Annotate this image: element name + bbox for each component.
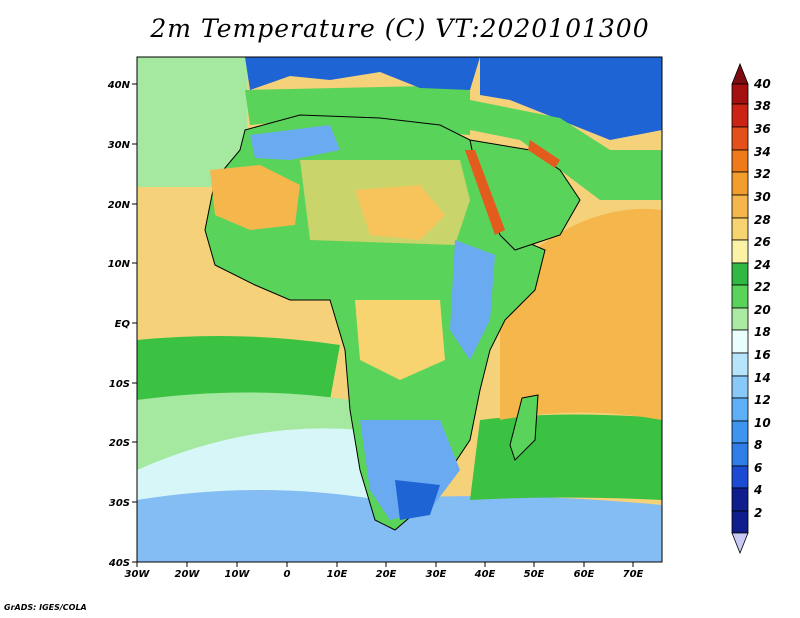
lon-tick-label: 30E [426,569,447,580]
lon-tick-label: 20W [175,569,201,580]
lon-tick-labels: 30W 20W 10W 0 10E 20E 30E 40E 50E 60E 70… [125,569,644,580]
colorbar-box [731,487,749,512]
colorbar-box [731,171,749,196]
lon-tick-label: 30W [125,569,151,580]
colorbar-label: 16 [754,348,771,362]
colorbar-box [731,126,749,151]
lat-tick-label: 30N [108,140,131,151]
colorbar-box [731,375,749,399]
lon-tick-label: 20E [376,569,397,580]
colorbar-label: 30 [754,190,771,204]
colorbar-label: 18 [754,325,771,339]
colorbar-box [731,262,749,286]
colorbar-box [731,103,749,128]
colorbar-bottom-arrow [731,532,749,555]
middle-east-cold [480,57,662,140]
lon-tick-label: 10E [327,569,348,580]
lat-tick-label: 30S [109,498,130,509]
lat-tick-label: 20N [108,200,131,211]
east-africa-highlands [450,240,495,360]
persian-gulf-hot [528,140,560,168]
lon-tick-label: 50E [524,569,545,580]
lat-tick-labels: 40S 30S 20S 10S EQ 10N 20N 30N 40N [107,80,131,569]
colorbar-box [731,465,749,489]
south-indian-mild [470,414,662,500]
colorbar-box [731,194,749,219]
colorbar-label: 20 [754,303,771,317]
colorbar-label: 24 [754,258,771,272]
colorbar-label: 28 [754,213,771,227]
lat-tick-label: EQ [115,319,131,330]
europe-land-cold [245,57,480,90]
colorbar-label: 14 [754,371,771,385]
colorbar-labels: 40 38 36 34 32 30 28 26 24 22 20 18 16 1… [753,77,771,520]
red-sea-hot [465,150,505,235]
lat-tick-label: 10S [109,379,130,390]
colorbar-top-arrow [731,62,749,85]
colorbar-label: 38 [754,99,771,113]
atlas-cool [250,125,340,160]
lat-tick-label: 10N [108,259,131,270]
colorbar-box [731,510,749,534]
colorbar-label: 34 [754,145,771,159]
colorbar-label: 40 [753,77,771,91]
lon-tick-label: 70E [623,569,644,580]
colorbar-box [731,239,749,264]
lon-tick-label: 40E [474,569,496,580]
colorbar-box [731,284,749,309]
drakensberg-cold [395,480,440,520]
colorbar-box [731,307,749,331]
plot-frame [136,56,663,563]
colorbar-label: 36 [754,122,771,136]
sahel-warm [300,160,470,245]
lat-tick-label: 40N [107,80,131,91]
colorbar-box [731,149,749,173]
colorbar-box [731,329,749,354]
madagascar [509,394,539,461]
tropical-atlantic-cool [137,336,340,400]
map-plot-area [137,57,662,562]
colorbar-label: 32 [754,167,771,181]
colorbar-label: 8 [754,438,762,452]
colorbar-label: 22 [754,280,771,294]
lat-tick-marks [132,83,137,563]
colorbar-label: 26 [754,235,771,249]
colorbar-box [731,397,749,422]
lon-tick-label: 10W [225,569,251,580]
colorbar-label: 4 [753,483,762,497]
middle-east-green [470,100,662,200]
credit-text: GrADS: IGES/COLA [4,603,87,612]
lon-tick-label: 0 [284,569,291,580]
colorbar-label: 12 [754,393,771,407]
lat-tick-label: 20S [109,438,130,449]
colorbar-box [731,352,749,377]
lat-tick-label: 40S [108,558,130,569]
map-title: 2m Temperature (C) VT:2020101300 [150,14,650,43]
colorbar [731,62,749,555]
colorbar-box [731,420,749,444]
sahara-hot-west [210,165,300,230]
tropical-atlantic-warm [137,240,250,335]
colorbar-box [731,442,749,467]
colorbar-box [731,217,749,241]
congo-warm [355,300,445,380]
colorbar-label: 2 [754,506,762,520]
colorbar-label: 6 [754,461,762,475]
colorbar-box [731,83,749,105]
lon-tick-marks [136,562,634,567]
colorbar-label: 10 [754,416,771,430]
lon-tick-label: 60E [574,569,595,580]
